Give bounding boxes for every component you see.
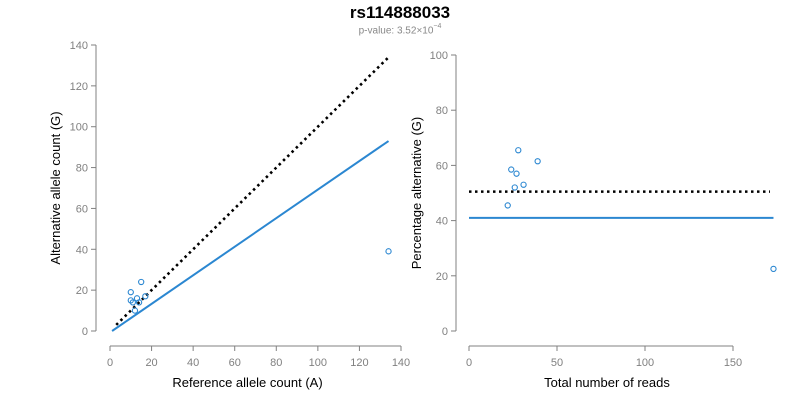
x-tick-label: 50 <box>551 357 563 369</box>
data-point <box>508 166 515 173</box>
y-tick-label: 40 <box>436 216 448 228</box>
data-point <box>770 265 777 273</box>
x-tick-label: 100 <box>309 357 327 369</box>
data-point <box>515 147 522 154</box>
p-value-times: ×10 <box>416 25 434 37</box>
data-point <box>504 202 511 209</box>
data-point <box>138 278 145 286</box>
p-value-exponent: −4 <box>433 23 442 30</box>
p-value-prefix: p-value: <box>358 25 397 37</box>
y-tick-label: 120 <box>70 81 88 93</box>
y-tick-label: 0 <box>82 326 88 338</box>
panel-allele-counts: 0 20 40 60 80 100 120 140 0 20 40 60 80 100 120 140 Refe… <box>48 40 410 390</box>
data-point <box>142 293 149 300</box>
x-tick-label: 150 <box>724 357 742 369</box>
data-point <box>129 299 137 306</box>
y-tick-label: 60 <box>76 203 88 215</box>
x-tick-label: 140 <box>392 357 410 369</box>
y-tick-label: 80 <box>436 105 448 117</box>
chart-subtitle: p-value: 3.52×10−4 <box>0 23 800 37</box>
reference-line <box>115 56 390 326</box>
x-axis-title: Total number of reads <box>544 375 670 390</box>
y-tick-label: 60 <box>436 160 448 172</box>
x-tick-label: 0 <box>107 357 113 369</box>
x-tick-label: 20 <box>145 357 157 369</box>
data-point <box>520 181 527 188</box>
y-tick-label: 80 <box>76 163 88 175</box>
data-point <box>511 184 518 191</box>
fit-line <box>111 140 390 332</box>
data-point <box>127 289 134 296</box>
x-tick-label: 120 <box>350 357 368 369</box>
y-axis-title: Percentage alternative (G) <box>409 117 424 269</box>
y-tick-label: 40 <box>76 244 88 256</box>
x-tick-label: 0 <box>466 357 472 369</box>
data-point <box>131 307 139 314</box>
y-tick-label: 100 <box>70 122 88 134</box>
y-tick-label: 0 <box>442 326 448 338</box>
chart-title: rs114888033 <box>349 3 451 22</box>
data-point <box>534 158 541 165</box>
data-point <box>513 170 520 177</box>
x-tick-label: 80 <box>270 357 282 369</box>
p-value-mantissa: 3.52 <box>396 25 417 37</box>
panel-percentage-alternative: 0 50 100 150 0 20 40 60 80 100 Total number of rea… <box>409 50 777 390</box>
data-point <box>135 299 143 306</box>
x-tick-label: 60 <box>229 357 241 369</box>
data-point <box>385 248 392 255</box>
x-tick-label: 100 <box>636 357 654 369</box>
y-axis-title: Alternative allele count (G) <box>48 111 63 264</box>
y-tick-label: 100 <box>430 50 448 62</box>
y-tick-label: 20 <box>436 271 448 283</box>
x-axis-title: Reference allele count (A) <box>172 375 322 390</box>
y-tick-label: 20 <box>76 285 88 297</box>
x-tick-label: 40 <box>187 357 199 369</box>
y-tick-label: 140 <box>70 40 88 52</box>
